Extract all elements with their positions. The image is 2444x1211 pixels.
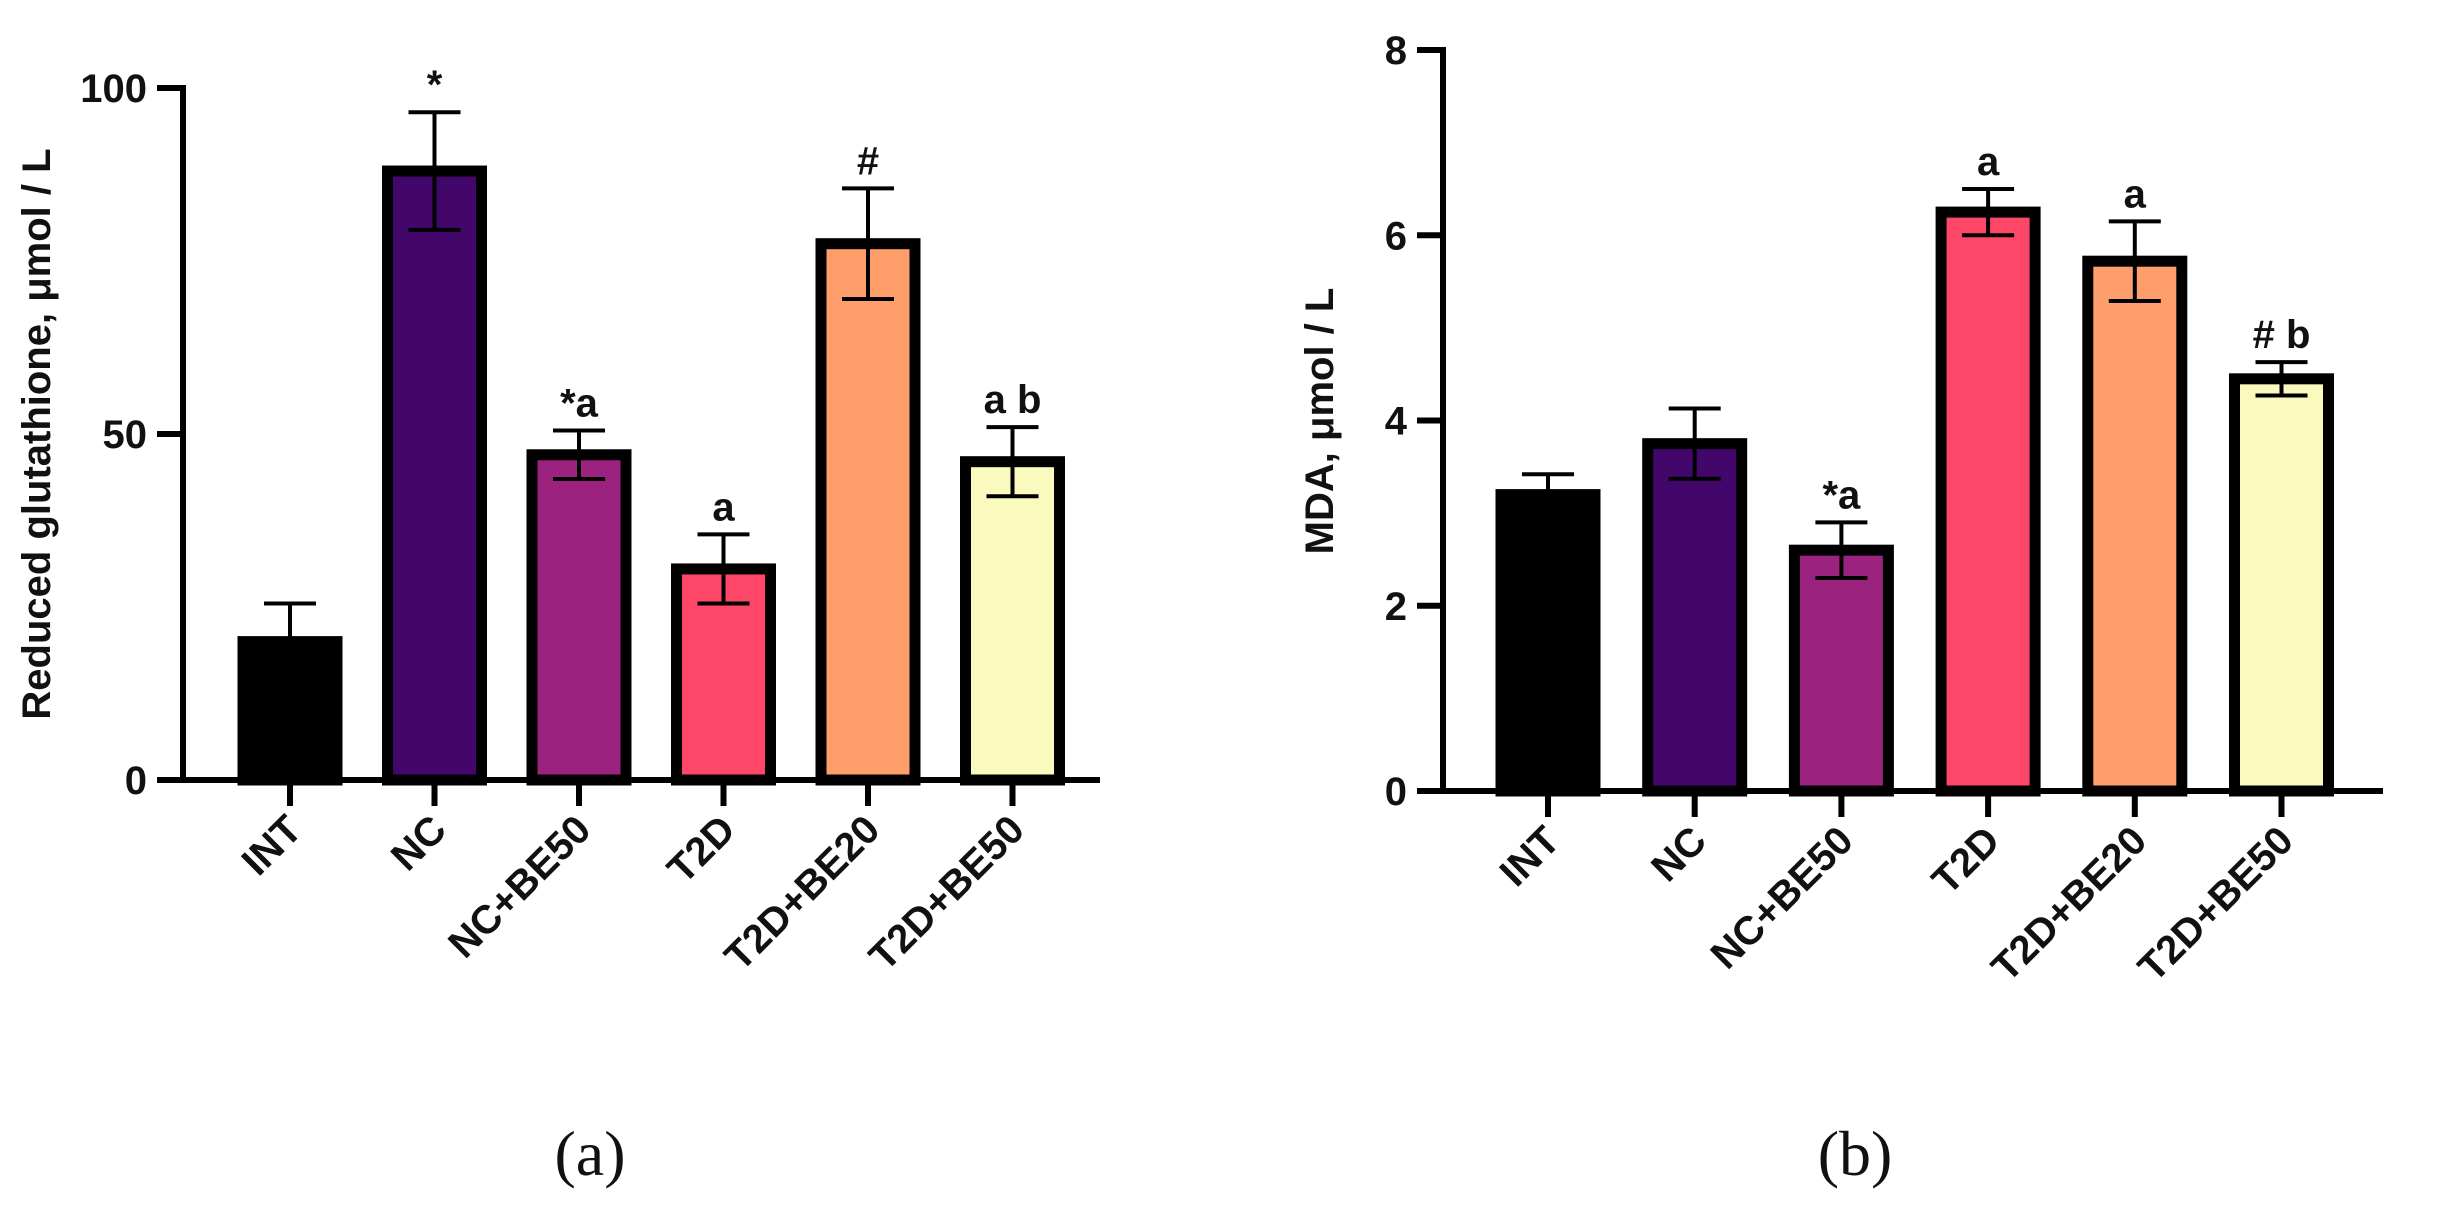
panel-label: (a) bbox=[554, 1118, 625, 1189]
significance-label: # b bbox=[2253, 313, 2311, 357]
y-tick-label: 0 bbox=[1385, 770, 1407, 814]
x-category-label: NC+BE50 bbox=[1703, 818, 1862, 977]
bar-nc-be50 bbox=[526, 449, 632, 786]
y-tick-label: 4 bbox=[1385, 400, 1408, 444]
significance-label: a bbox=[712, 485, 735, 529]
x-category-label: T2D bbox=[659, 807, 744, 892]
x-category-label: T2D bbox=[1924, 818, 2009, 903]
panel-label: (b) bbox=[1818, 1118, 1893, 1189]
x-category-label: NC+BE50 bbox=[440, 807, 599, 966]
significance-label: a bbox=[1977, 140, 2000, 184]
y-tick-label: 2 bbox=[1385, 585, 1407, 629]
x-category-label: NC bbox=[383, 807, 455, 879]
significance-label: * bbox=[427, 63, 443, 107]
x-category-label: T2D+BE20 bbox=[1983, 818, 2155, 990]
significance-label: *a bbox=[1822, 473, 1861, 517]
y-axis-title: MDA, μmol / L bbox=[1298, 288, 1342, 555]
x-category-label: T2D+BE20 bbox=[717, 807, 889, 979]
bar-t2d-be50 bbox=[960, 456, 1065, 786]
chart-b-mda: 0 2 4 6 8 MDA, μmol / L INT NC *a NC+BE50 a T2D a T2D… bbox=[1298, 29, 2383, 1189]
x-category-label: T2D+BE50 bbox=[2130, 818, 2302, 990]
significance-label: a bbox=[2124, 172, 2147, 216]
y-tick-label: 50 bbox=[103, 413, 148, 457]
y-axis-title: Reduced glutathione, μmol / L bbox=[15, 148, 59, 719]
y-tick-label: 6 bbox=[1385, 214, 1407, 258]
bar-nc-be50 bbox=[1788, 544, 1894, 797]
x-category-label: NC bbox=[1643, 818, 1715, 890]
significance-label: a b bbox=[984, 378, 1042, 422]
chart-a-glutathione: 0 50 100 Reduced glutathione, μmol / L INT * N… bbox=[15, 63, 1100, 1189]
bar-int bbox=[1495, 489, 1601, 797]
x-category-label: INT bbox=[1492, 818, 1569, 895]
bar-nc bbox=[1642, 438, 1748, 797]
bar-t2d bbox=[671, 563, 776, 786]
significance-label: # bbox=[857, 139, 879, 183]
bar-t2d-be20 bbox=[815, 238, 921, 786]
bar-nc bbox=[382, 165, 487, 786]
x-category-label: T2D+BE50 bbox=[861, 807, 1033, 979]
significance-label: *a bbox=[560, 382, 599, 426]
y-tick-label: 100 bbox=[80, 67, 147, 111]
x-category-label: INT bbox=[234, 807, 311, 884]
bar-t2d-be20 bbox=[2082, 255, 2188, 797]
bar-t2d bbox=[1935, 206, 2041, 797]
bar-t2d-be50 bbox=[2229, 373, 2334, 797]
y-tick-label: 8 bbox=[1385, 29, 1407, 73]
y-tick-label: 0 bbox=[125, 759, 147, 803]
